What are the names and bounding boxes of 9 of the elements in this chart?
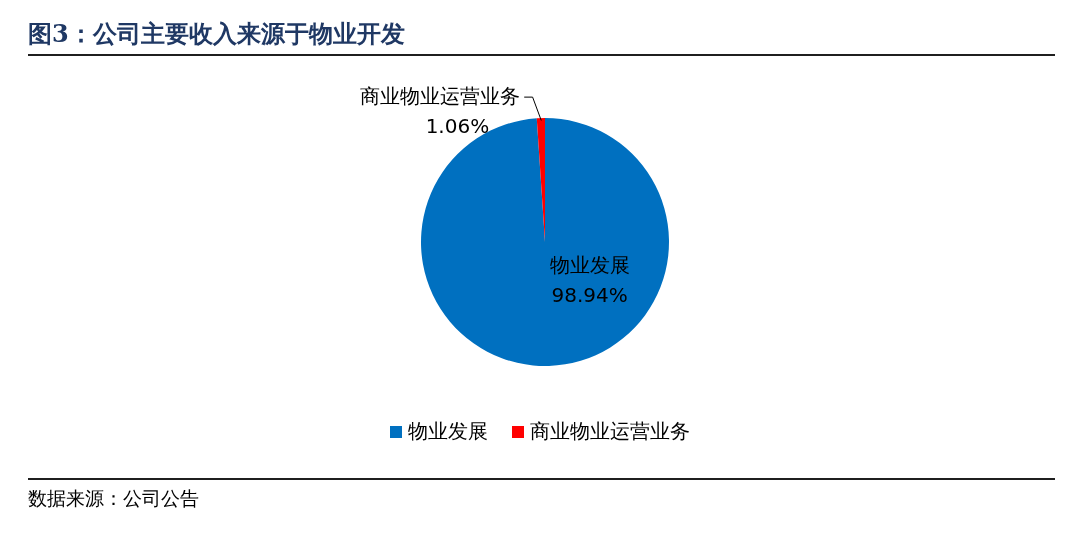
slice-label: 物业发展 xyxy=(549,252,630,277)
source-note: 数据来源：公司公告 xyxy=(28,486,200,511)
chart-title: 图3：公司主要收入来源于物业开发 xyxy=(28,18,1055,56)
pie-slice xyxy=(421,118,669,366)
data-label: 98.94% xyxy=(551,282,628,307)
legend-label: 物业发展 xyxy=(407,418,488,445)
legend-label: 商业物业运营业务 xyxy=(529,418,690,445)
data-label: 1.06% xyxy=(425,114,490,139)
slice-label: 商业物业运营业务 xyxy=(360,84,521,109)
